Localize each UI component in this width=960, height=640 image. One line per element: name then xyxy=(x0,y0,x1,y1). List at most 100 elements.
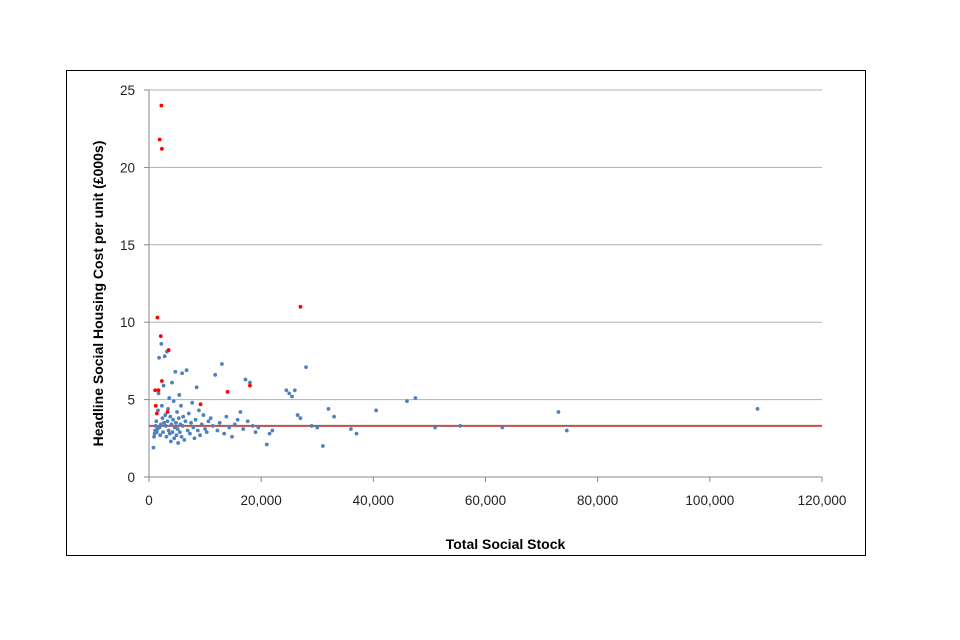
axes xyxy=(144,89,823,482)
data-point xyxy=(183,419,188,424)
data-point xyxy=(156,388,161,393)
data-point xyxy=(267,431,272,436)
data-point xyxy=(182,437,187,442)
data-point xyxy=(161,383,166,388)
data-point xyxy=(168,439,173,444)
data-point xyxy=(292,388,297,393)
data-point xyxy=(158,433,163,438)
data-point xyxy=(177,393,182,397)
data-point xyxy=(198,433,202,438)
x-tick-label: 120,000 xyxy=(798,493,847,508)
data-point xyxy=(224,414,229,419)
data-point xyxy=(326,406,331,411)
data-point xyxy=(160,416,165,421)
y-tick-label: 15 xyxy=(120,238,135,253)
data-point xyxy=(165,419,170,424)
data-point xyxy=(164,434,169,439)
data-point xyxy=(174,433,179,438)
data-point xyxy=(151,445,156,450)
data-point xyxy=(211,424,215,428)
data-point xyxy=(179,403,183,408)
x-axis-title: Total Social Stock xyxy=(446,536,566,552)
x-tick-label: 0 xyxy=(145,493,153,508)
data-point xyxy=(192,436,197,441)
data-point xyxy=(243,377,248,382)
data-point xyxy=(168,414,173,419)
data-point xyxy=(167,396,172,400)
y-tick-label: 5 xyxy=(127,393,135,408)
y-tick-label: 0 xyxy=(127,470,135,485)
data-point xyxy=(206,419,211,424)
data-point xyxy=(433,425,437,430)
data-point xyxy=(287,391,292,396)
data-point xyxy=(163,424,168,428)
data-points xyxy=(151,103,760,450)
data-point xyxy=(171,399,176,404)
data-point xyxy=(171,417,176,422)
data-point xyxy=(186,411,191,416)
data-point xyxy=(153,388,158,393)
chart-frame: 0 5 10 15 20 25 0 20,000 40,000 60,000 80,000 100,0… xyxy=(66,70,866,556)
tick-labels: 0 5 10 15 20 25 0 20,000 40,000 60,000 80,000 100,0… xyxy=(120,83,846,508)
x-tick-label: 80,000 xyxy=(577,493,618,508)
data-point xyxy=(180,371,184,376)
data-point xyxy=(458,424,463,428)
data-point xyxy=(159,103,164,108)
data-point xyxy=(156,391,161,396)
data-point xyxy=(298,416,303,421)
data-point xyxy=(264,442,269,447)
data-point xyxy=(159,403,164,408)
data-point xyxy=(157,425,162,430)
data-point xyxy=(270,428,275,433)
data-point xyxy=(290,394,294,399)
data-point xyxy=(157,137,162,142)
data-point xyxy=(193,417,198,422)
data-point xyxy=(413,396,418,400)
data-point xyxy=(163,413,168,417)
data-point xyxy=(204,430,209,435)
x-tick-label: 100,000 xyxy=(685,493,734,508)
data-point xyxy=(755,406,760,411)
data-point xyxy=(201,413,206,417)
data-point xyxy=(185,428,190,433)
y-tick-label: 20 xyxy=(120,160,135,175)
data-point xyxy=(190,400,195,405)
data-point xyxy=(172,436,177,441)
data-point xyxy=(315,425,320,430)
data-point xyxy=(256,425,261,430)
data-point xyxy=(166,348,171,352)
data-point xyxy=(158,334,163,339)
data-point xyxy=(157,355,161,360)
data-point xyxy=(189,420,193,425)
y-axis-title: Headline Social Housing Cost per unit (£… xyxy=(90,141,106,447)
data-point xyxy=(179,434,184,439)
data-point xyxy=(245,419,250,424)
data-point xyxy=(176,441,181,445)
data-point xyxy=(170,380,174,385)
data-point xyxy=(152,434,156,439)
data-point xyxy=(349,427,353,431)
data-point xyxy=(220,362,224,366)
data-point xyxy=(564,428,569,433)
data-point xyxy=(222,431,227,436)
data-point xyxy=(198,402,203,407)
data-point xyxy=(304,365,308,369)
data-point xyxy=(199,422,204,427)
data-point xyxy=(159,379,164,383)
data-point xyxy=(175,427,180,431)
data-point xyxy=(203,427,207,431)
data-point xyxy=(153,403,158,408)
data-point xyxy=(162,354,167,359)
data-point xyxy=(298,304,303,309)
y-tick-label: 10 xyxy=(120,315,135,330)
data-point xyxy=(320,444,325,448)
data-point xyxy=(188,431,192,436)
data-point xyxy=(161,430,165,435)
data-point xyxy=(195,428,200,433)
x-tick-label: 40,000 xyxy=(353,493,394,508)
data-point xyxy=(354,431,359,436)
data-point xyxy=(197,408,201,413)
data-point xyxy=(238,410,243,414)
data-point xyxy=(173,369,178,374)
data-point xyxy=(166,428,171,433)
